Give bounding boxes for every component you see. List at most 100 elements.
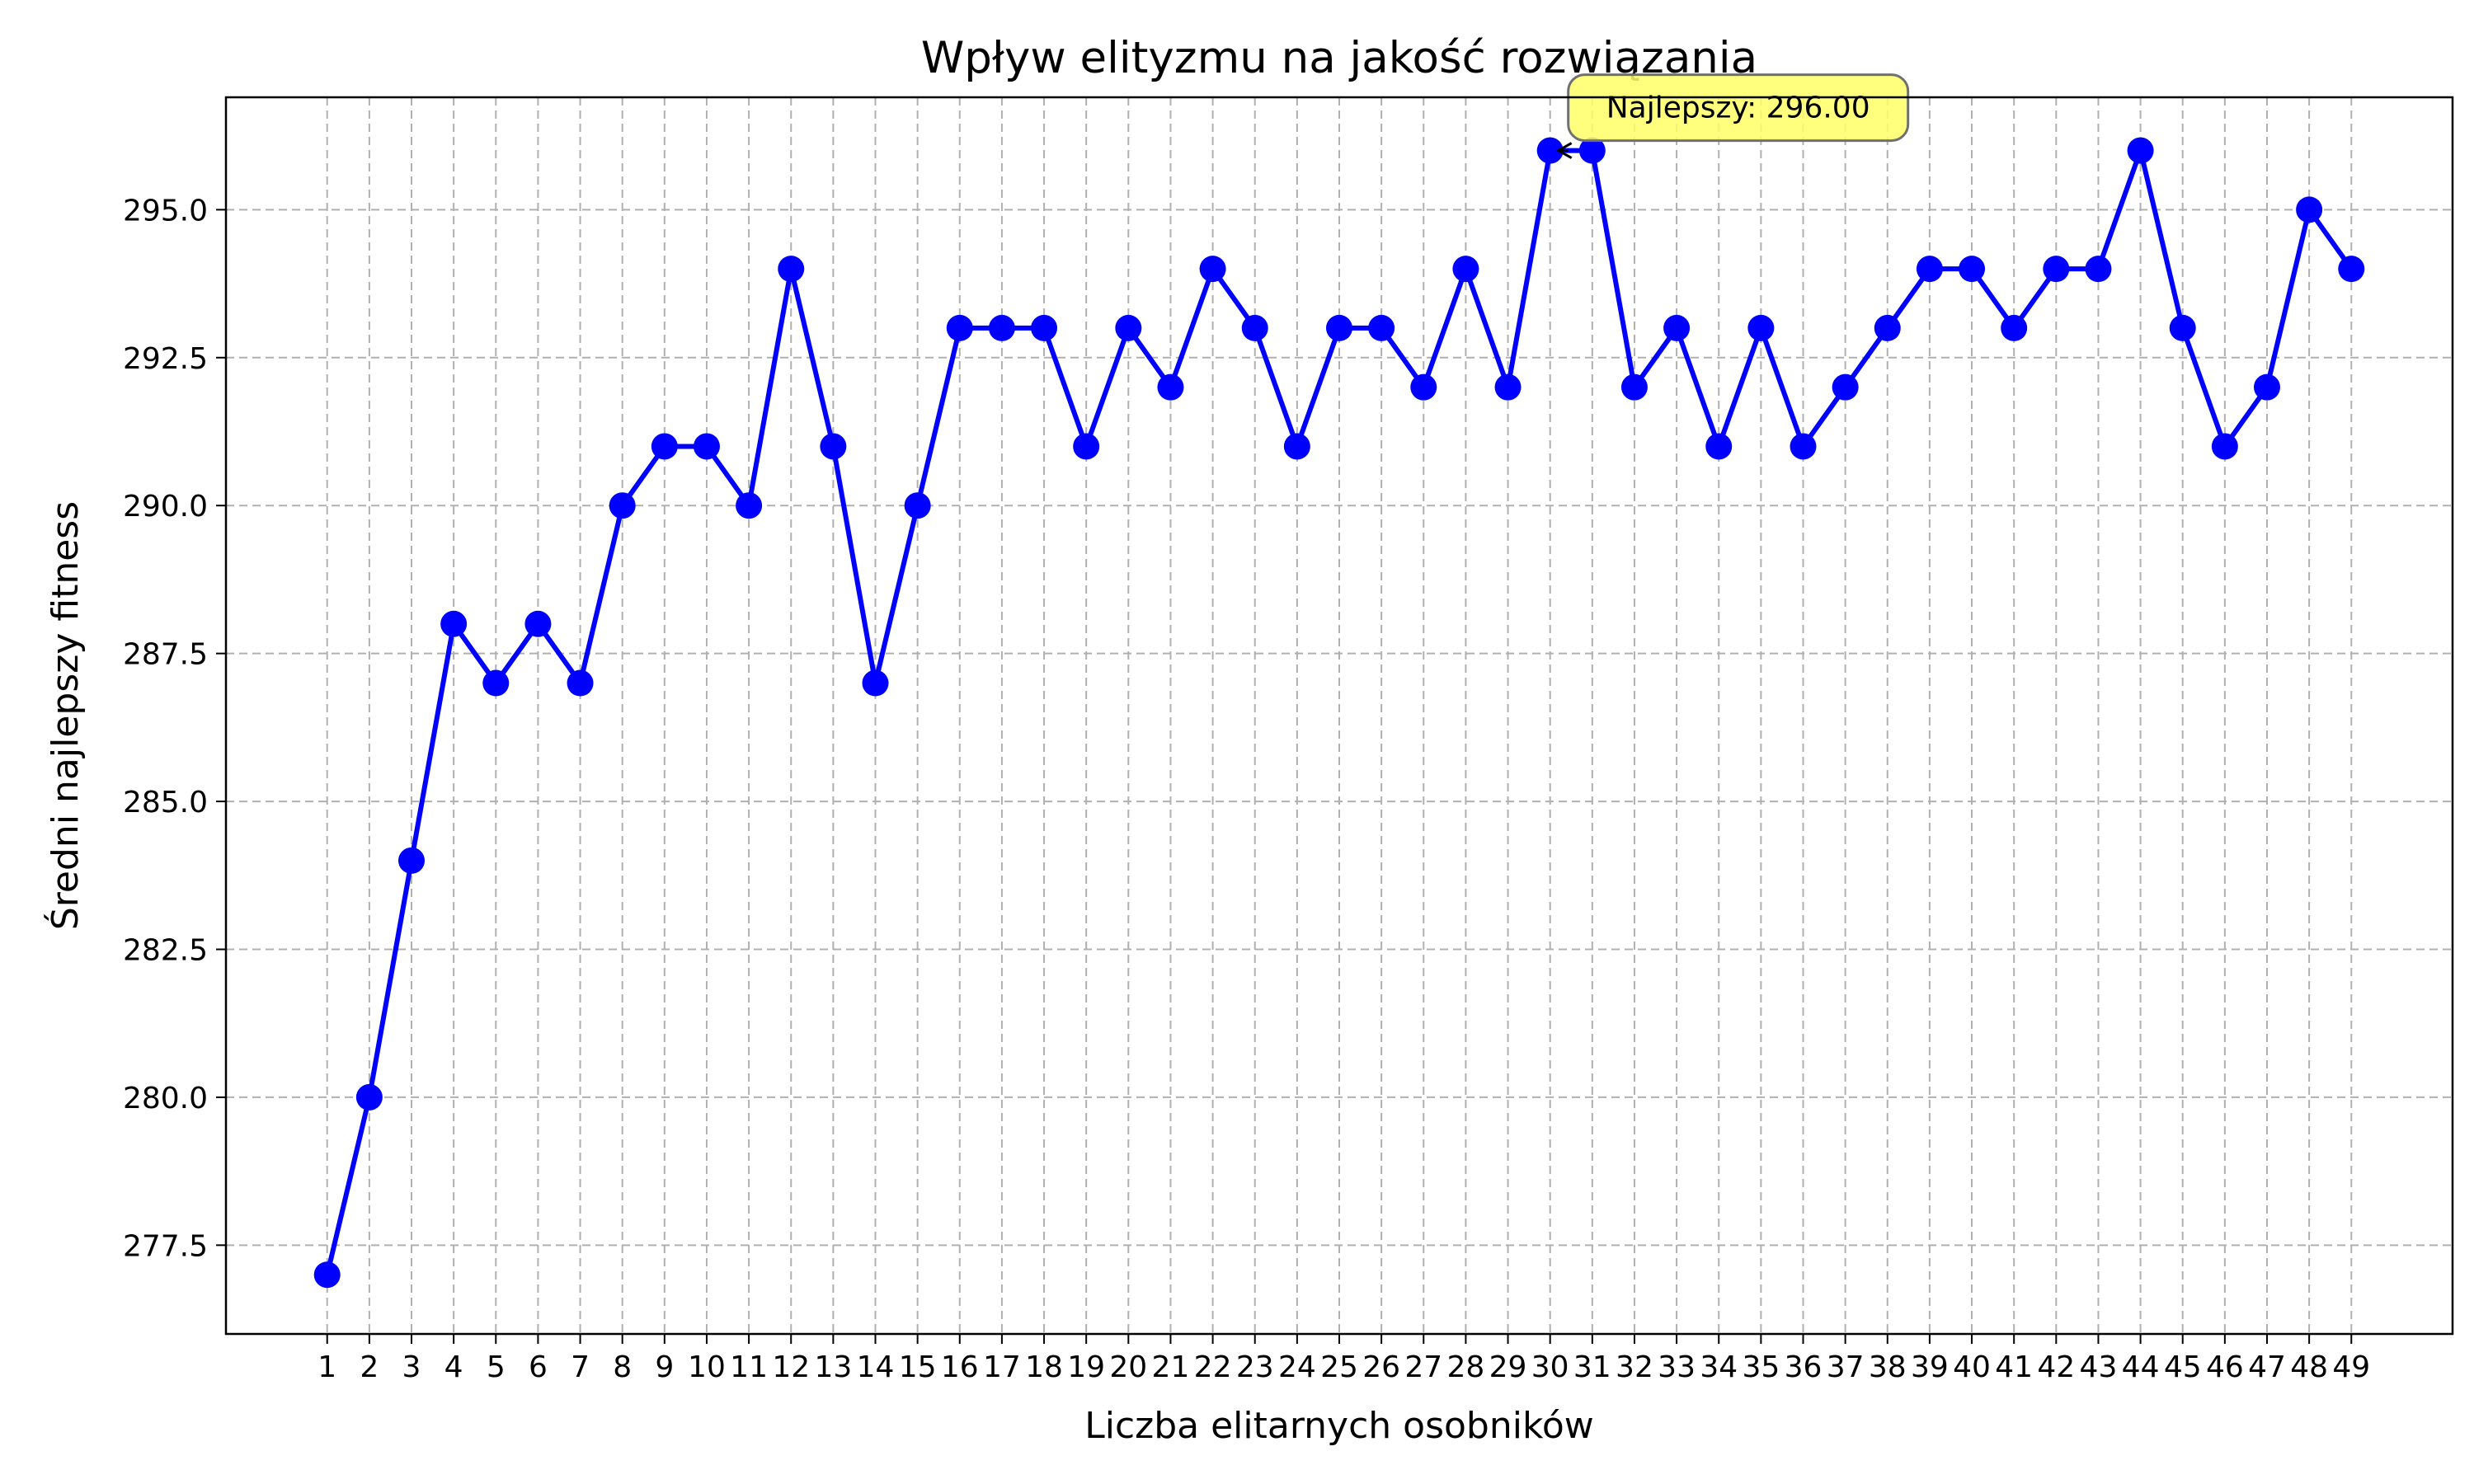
y-axis: 277.5 280.0 282.5 285.0 287.5 290.0 292.5 295.0 bbox=[123, 194, 226, 1263]
data-point bbox=[1199, 256, 1226, 283]
data-point bbox=[2127, 137, 2154, 164]
x-tick-label: 40 bbox=[1953, 1350, 1991, 1384]
data-point bbox=[693, 433, 720, 460]
data-point bbox=[1283, 433, 1310, 460]
data-point bbox=[2296, 196, 2323, 223]
grid bbox=[226, 97, 2453, 1334]
x-tick-label: 41 bbox=[1995, 1350, 2033, 1384]
data-point bbox=[2211, 433, 2238, 460]
data-point bbox=[1073, 433, 1100, 460]
x-tick-label: 7 bbox=[571, 1350, 590, 1384]
data-point bbox=[1241, 314, 1268, 341]
y-axis-label: Średni najlepszy fitness bbox=[43, 501, 87, 930]
data-point bbox=[778, 256, 805, 283]
data-point bbox=[862, 669, 889, 697]
x-tick-label: 13 bbox=[814, 1350, 852, 1384]
y-tick-label: 282.5 bbox=[123, 933, 208, 967]
x-tick-label: 23 bbox=[1236, 1350, 1274, 1384]
x-tick-label: 35 bbox=[1742, 1350, 1780, 1384]
x-tick-label: 32 bbox=[1616, 1350, 1653, 1384]
x-tick-label: 14 bbox=[857, 1350, 895, 1384]
data-point bbox=[2338, 256, 2365, 283]
x-tick-label: 42 bbox=[2037, 1350, 2075, 1384]
x-tick-label: 18 bbox=[1025, 1350, 1063, 1384]
data-point bbox=[440, 610, 468, 637]
x-tick-label: 12 bbox=[772, 1350, 810, 1384]
data-point bbox=[1452, 256, 1479, 283]
data-point bbox=[946, 314, 973, 341]
x-tick-label: 15 bbox=[899, 1350, 937, 1384]
x-tick-label: 11 bbox=[730, 1350, 768, 1384]
x-tick-label: 44 bbox=[2122, 1350, 2160, 1384]
x-tick-label: 47 bbox=[2248, 1350, 2286, 1384]
x-tick-label: 34 bbox=[1700, 1350, 1738, 1384]
x-tick-label: 19 bbox=[1067, 1350, 1105, 1384]
x-tick-label: 17 bbox=[983, 1350, 1021, 1384]
x-tick-label: 6 bbox=[529, 1350, 548, 1384]
data-point bbox=[2254, 373, 2280, 401]
x-tick-label: 4 bbox=[444, 1350, 463, 1384]
x-tick-label: 24 bbox=[1278, 1350, 1316, 1384]
data-point bbox=[313, 1261, 341, 1289]
annotation-box bbox=[1567, 73, 1910, 143]
y-tick-label: 280.0 bbox=[123, 1082, 208, 1115]
data-point bbox=[820, 433, 847, 460]
data-point bbox=[988, 314, 1015, 341]
y-tick-label: 287.5 bbox=[123, 638, 208, 672]
data-point bbox=[1536, 137, 1564, 164]
x-tick-label: 20 bbox=[1109, 1350, 1147, 1384]
data-point bbox=[1578, 137, 1606, 164]
x-tick-label: 27 bbox=[1404, 1350, 1442, 1384]
x-tick-label: 43 bbox=[2080, 1350, 2118, 1384]
data-point bbox=[609, 492, 636, 519]
data-point bbox=[1620, 373, 1648, 401]
x-axis: 1 2 3 4 5 6 7 8 9 10 11 12 13 14 15 16 17 18 19 20 21 22 23 24 2… bbox=[317, 1334, 2370, 1384]
data-point bbox=[1959, 256, 1986, 283]
x-tick-label: 49 bbox=[2332, 1350, 2370, 1384]
x-tick-label: 25 bbox=[1320, 1350, 1358, 1384]
y-tick-label: 277.5 bbox=[123, 1229, 208, 1263]
x-tick-label: 39 bbox=[1911, 1350, 1949, 1384]
data-point bbox=[398, 847, 425, 874]
data-point bbox=[1832, 373, 1859, 401]
x-tick-label: 9 bbox=[655, 1350, 674, 1384]
annotation-text: Najlepszy: 296.00 bbox=[1606, 92, 1870, 125]
x-tick-label: 2 bbox=[360, 1350, 379, 1384]
annotation-arrow-head bbox=[1555, 142, 1573, 159]
data-point bbox=[524, 610, 552, 637]
data-point bbox=[1115, 314, 1142, 341]
data-point bbox=[1157, 373, 1184, 401]
x-tick-label: 28 bbox=[1447, 1350, 1485, 1384]
x-tick-label: 30 bbox=[1531, 1350, 1569, 1384]
x-tick-label: 33 bbox=[1658, 1350, 1696, 1384]
x-tick-label: 21 bbox=[1152, 1350, 1190, 1384]
data-point bbox=[2169, 314, 2196, 341]
y-tick-label: 295.0 bbox=[123, 194, 208, 228]
data-point bbox=[482, 669, 510, 697]
x-tick-label: 26 bbox=[1362, 1350, 1400, 1384]
y-tick-label: 292.5 bbox=[123, 342, 208, 376]
data-point bbox=[1410, 373, 1437, 401]
data-point bbox=[1747, 314, 1775, 341]
data-point bbox=[1326, 314, 1352, 341]
data-point bbox=[2001, 314, 2028, 341]
x-tick-label: 46 bbox=[2206, 1350, 2244, 1384]
data-point bbox=[736, 492, 763, 519]
y-tick-label: 285.0 bbox=[123, 786, 208, 819]
x-tick-label: 31 bbox=[1573, 1350, 1611, 1384]
data-point bbox=[355, 1083, 383, 1111]
x-tick-label: 5 bbox=[487, 1350, 506, 1384]
data-point bbox=[567, 669, 594, 697]
data-point bbox=[2043, 256, 2070, 283]
data-point bbox=[904, 492, 931, 519]
x-tick-label: 10 bbox=[688, 1350, 726, 1384]
x-axis-label: Liczba elitarnych osobników bbox=[1084, 1405, 1594, 1447]
x-tick-label: 22 bbox=[1194, 1350, 1232, 1384]
y-tick-label: 290.0 bbox=[123, 490, 208, 524]
data-point bbox=[1031, 314, 1058, 341]
x-tick-label: 1 bbox=[317, 1350, 336, 1384]
data-point bbox=[1705, 433, 1733, 460]
data-point bbox=[1916, 256, 1943, 283]
